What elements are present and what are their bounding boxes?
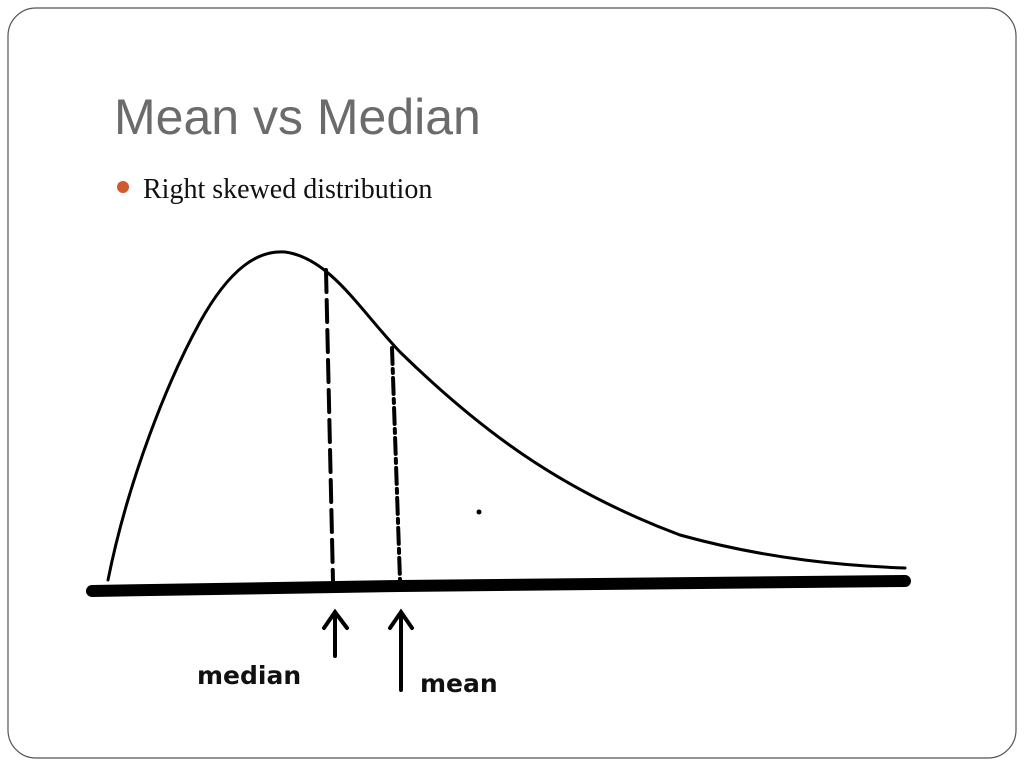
mean-arrow <box>388 608 414 692</box>
bullet-dot <box>117 181 129 193</box>
slide-border <box>7 7 1017 759</box>
mean-label: mean <box>420 669 498 698</box>
mean-line <box>390 346 402 582</box>
baseline <box>86 575 911 597</box>
median-line <box>324 268 335 584</box>
slide-title: Mean vs Median <box>114 89 481 145</box>
distribution-curve <box>106 250 907 582</box>
skewed-curve-diagram <box>86 250 911 692</box>
median-arrow <box>322 608 349 658</box>
bullet-text: Right skewed distribution <box>143 174 432 205</box>
median-label: median <box>197 661 301 690</box>
speck <box>476 509 482 515</box>
